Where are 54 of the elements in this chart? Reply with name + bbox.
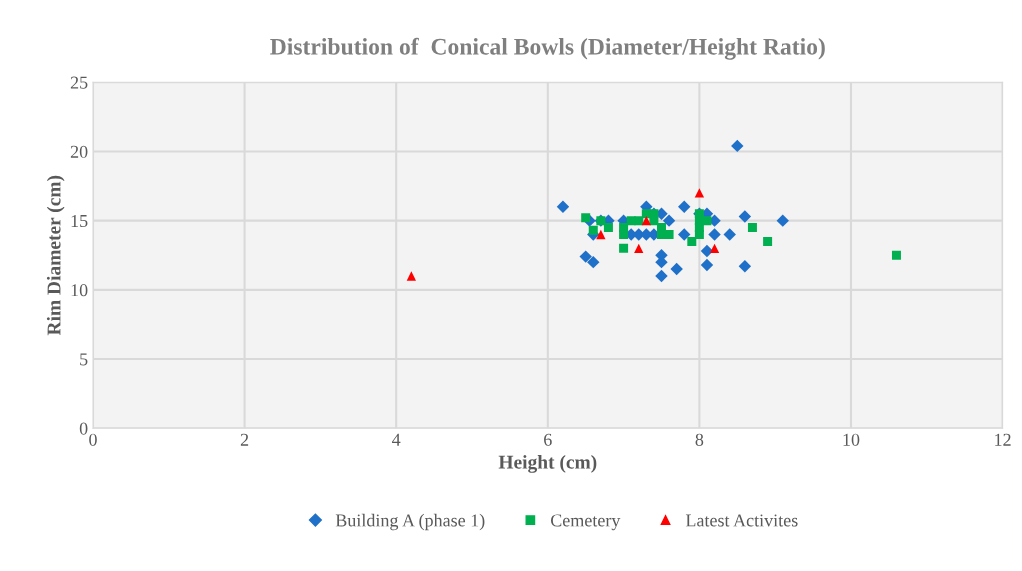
point [649,216,659,226]
point [709,243,720,253]
point [619,243,629,253]
point [581,213,591,223]
legend-label: Latest Activites [685,514,798,527]
legend-label: Building A (phase 1) [335,513,485,531]
point [406,271,417,281]
y-axis-title: Rim Diameter (cm) [46,175,65,336]
y-tick-label: 20 [70,145,88,158]
y-tick-label: 5 [80,353,88,366]
point [634,243,644,253]
x-tick-label: 12 [995,433,1011,446]
point [634,216,644,226]
point [641,215,651,226]
x-tick-label: 0 [89,433,97,446]
y-tick-label: 25 [70,76,88,89]
point [738,260,752,273]
point [678,200,691,213]
point [587,255,600,269]
point [678,228,691,241]
point [700,258,714,272]
chart-title: Distribution of Conical Bowls (Diameter/Height Ratio) [270,37,825,60]
point [891,250,901,260]
point [596,229,606,240]
x-tick-label: 4 [392,433,401,446]
x-tick-label: 10 [843,433,860,446]
x-tick-label: 2 [240,433,249,446]
point [588,225,598,235]
point [687,236,697,246]
y-tick-label: 10 [71,284,88,297]
point [603,223,613,233]
point [747,223,757,233]
point [763,236,773,246]
y-tick-label: 0 [79,422,88,435]
point [731,139,744,153]
point [655,269,668,283]
point [670,262,683,276]
point [702,216,712,226]
point [556,200,570,213]
point [694,229,704,239]
point [662,214,676,227]
x-tick-label: 8 [695,433,704,446]
point [738,210,752,223]
x-tick-label: 6 [544,433,552,446]
point [700,244,714,258]
point [723,228,736,241]
point [619,229,629,239]
x-axis-title: Height (cm) [498,455,597,473]
point [579,250,592,263]
point [776,214,789,227]
y-tick-label: 15 [71,214,88,228]
point [694,188,705,198]
point [708,228,721,241]
legend-label: Cemetery [550,514,621,531]
